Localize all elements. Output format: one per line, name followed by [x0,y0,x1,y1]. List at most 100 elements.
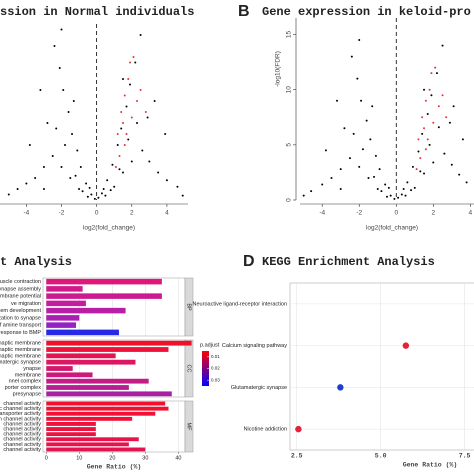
point [386,195,388,198]
bar [46,359,136,365]
point [181,194,184,197]
point [86,195,89,198]
bar [46,353,116,359]
chart-title: t Analysis [0,255,72,269]
point [136,100,139,102]
point [148,160,151,163]
bar [46,385,129,390]
point [64,144,67,146]
point [7,193,10,196]
y-tick-label: channel activity [3,401,41,407]
point [157,171,160,174]
point [118,155,121,157]
point [125,133,128,135]
y-tick-label: of amine transport [0,323,41,329]
point [42,166,45,168]
y-tick-label: ific channel activity [0,406,41,412]
y-tick-label: presynapse assembly [0,286,41,292]
panel-label: D [243,253,255,270]
point [100,192,103,195]
bar [46,307,126,314]
point [139,34,142,36]
point [402,187,405,190]
x-tick-label: 0 [394,210,398,217]
point [42,188,45,190]
chart-title: Gene expression in keloid-pro [262,5,471,19]
bar [46,329,119,336]
point [118,168,121,171]
x-tick-label: 40 [175,455,181,461]
point [360,99,363,102]
bar [46,401,166,406]
bar [46,416,133,421]
point [374,154,377,157]
point [76,149,79,152]
point [343,127,346,130]
x-axis-label: Gene Ratio (%) [87,464,142,471]
point [450,163,453,166]
bar [46,278,162,285]
y-tick-label: ynapse [23,366,41,372]
point [413,186,416,189]
point [378,168,381,171]
facet-strip [184,277,194,337]
point [116,133,119,135]
y-tick-label: synaptic membrane [0,353,41,359]
point [295,425,302,433]
y-tick-label: channel activity [3,447,41,453]
bar [46,372,93,378]
point [116,144,119,146]
point [121,78,124,80]
point [28,144,31,146]
point [410,189,413,192]
point [432,161,435,164]
legend-tick-label: 0.03 [211,377,220,382]
y-tick-label: channel activity [3,432,41,438]
x-tick-label: -4 [319,210,325,217]
x-tick-label: 0 [45,455,48,461]
panel-label: B [238,3,250,20]
point [165,179,168,182]
x-tick-label: -2 [356,210,362,217]
point [339,168,342,171]
point [424,148,427,151]
point [62,89,65,91]
point [113,185,116,188]
point [337,384,344,391]
point [358,165,361,168]
point [434,66,437,69]
point [339,187,342,190]
point [330,176,333,179]
y-tick-label: synaptic membrane [0,347,41,353]
point [67,111,70,113]
point [111,163,114,166]
point [46,122,49,124]
point [423,172,426,175]
point [125,105,128,108]
y-tick-label: Nicotine addiction [244,427,287,433]
point [365,119,368,122]
point [402,342,410,349]
point [465,181,468,184]
point [25,182,28,185]
x-tick-label: 7.5 [459,453,471,460]
point [426,112,429,115]
point [90,193,93,196]
y-tick-label: 10 [286,86,293,94]
point [97,196,100,199]
x-tick-label: 4 [468,210,472,217]
y-tick-label: channel activity [3,442,41,448]
facet-label: MF [186,423,192,432]
x-tick-label: -4 [23,210,29,217]
bar [46,378,149,384]
y-tick-label: Neuroactive ligand-receptor interaction [193,301,287,307]
facet-strip [184,400,194,453]
point [93,197,96,200]
bar [46,422,96,426]
point [39,89,42,91]
point [121,122,124,124]
x-axis-label: Gene Ratio (%) [403,462,458,469]
point [60,166,63,168]
x-tick-label: 0 [95,210,99,217]
point [376,187,379,190]
